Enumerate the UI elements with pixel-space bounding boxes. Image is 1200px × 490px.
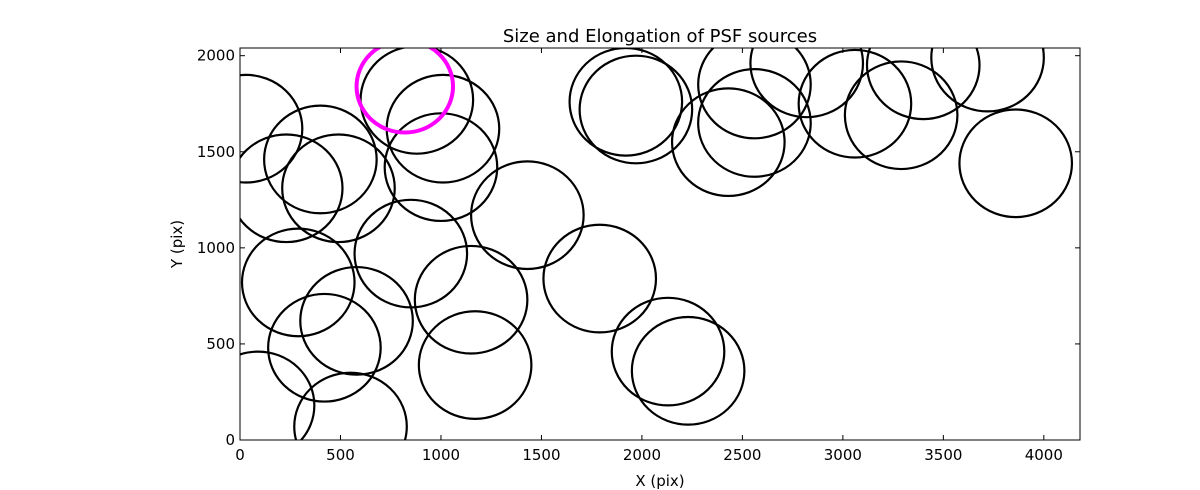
x-axis-label: X (pix) <box>635 472 684 490</box>
x-tick-label: 500 <box>326 446 355 464</box>
psf-source-circle <box>697 48 812 140</box>
psf-source-circle <box>353 198 469 309</box>
psf-source-circle <box>267 292 382 403</box>
psf-source-circle <box>610 296 726 407</box>
psf-source-circle <box>240 133 344 244</box>
x-tick-label: 1000 <box>422 446 460 464</box>
y-tick-label: 500 <box>206 335 235 353</box>
psf-source-circle <box>930 48 1045 113</box>
x-tick-label: 2500 <box>723 446 761 464</box>
x-tick-label: 3000 <box>824 446 862 464</box>
psf-source-circle <box>797 48 913 159</box>
x-tick-label: 2000 <box>623 446 661 464</box>
y-tick-label: 1000 <box>197 239 235 257</box>
psf-source-circle <box>383 112 499 223</box>
psf-source-circle <box>697 68 812 178</box>
plot-marks <box>240 48 1074 440</box>
x-tick-label: 1500 <box>522 446 560 464</box>
y-axis-label: Y (pix) <box>168 220 186 269</box>
axis-ticks: 0 500 1000 1500 2000 2500 3000 3500 4000 0 500 1000… <box>197 47 1080 464</box>
plot-frame <box>239 47 1081 441</box>
psf-source-circle <box>749 48 865 119</box>
psf-source-circle <box>470 160 585 271</box>
psf-source-circle <box>413 244 529 355</box>
y-tick-label: 0 <box>225 431 235 449</box>
psf-source-circle <box>958 108 1074 219</box>
x-tick-label: 3500 <box>924 446 962 464</box>
psf-source-circle-highlight <box>354 48 455 135</box>
chart-title: Size and Elongation of PSF sources <box>503 26 817 47</box>
x-tick-label: 4000 <box>1025 446 1063 464</box>
psf-source-circle <box>240 73 304 184</box>
psf-source-circle <box>240 350 316 440</box>
psf-source-circle <box>865 48 981 121</box>
psf-source-circle <box>630 315 746 426</box>
psf-source-circle <box>670 87 786 198</box>
x-tick-label: 0 <box>235 446 245 464</box>
psf-source-circle <box>359 48 475 155</box>
psf-source-circle <box>299 265 414 376</box>
psf-source-circle <box>843 60 959 171</box>
psf-source-circle <box>385 73 501 184</box>
y-tick-label: 2000 <box>197 47 235 65</box>
psf-source-circle <box>240 227 356 338</box>
y-tick-label: 1500 <box>197 143 235 161</box>
psf-source-circle <box>281 133 396 244</box>
psf-source-circle <box>578 54 694 165</box>
psf-source-circle <box>293 371 408 440</box>
psf-source-circle <box>263 104 378 215</box>
psf-source-circle <box>542 223 658 334</box>
psf-source-circle <box>417 310 533 420</box>
